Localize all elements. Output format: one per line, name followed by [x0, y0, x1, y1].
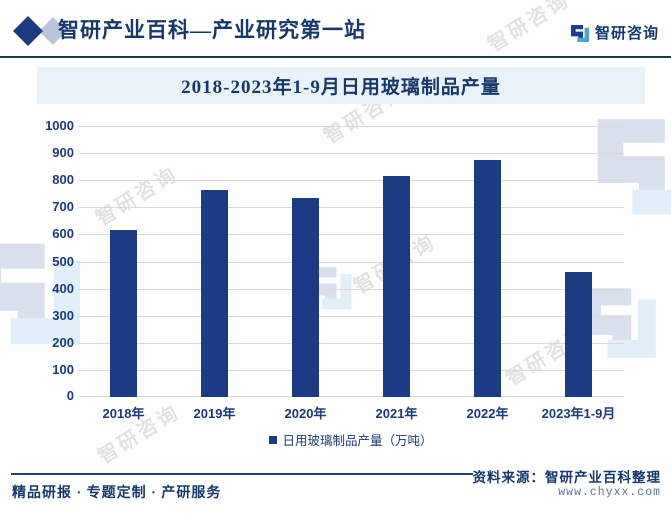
x-tick-label: 2018年	[102, 406, 145, 421]
gridline	[78, 370, 624, 371]
bar-2021年	[383, 176, 410, 397]
legend-label: 日用玻璃制品产量（万吨）	[282, 434, 433, 448]
brand-name: 智研咨询	[594, 26, 659, 42]
y-tick-label: 900	[52, 145, 74, 160]
y-tick-label: 0	[66, 388, 74, 403]
gridline	[78, 126, 624, 127]
y-tick-label: 500	[52, 254, 74, 269]
bar-2019年	[201, 190, 228, 397]
y-tick-label: 200	[52, 335, 74, 350]
gridline	[78, 234, 624, 235]
x-tick-label: 2020年	[284, 406, 327, 421]
x-tick-label: 2019年	[193, 406, 236, 421]
header-title: 智研产业百科—产业研究第一站	[58, 18, 366, 42]
footer-website: www.chyxx.com	[558, 486, 661, 499]
x-tick-label: 2023年1-9月	[541, 406, 616, 421]
y-axis: 0 100 200 300 400 500 600 700 800 900 1000	[0, 118, 74, 403]
footer-services: 精品研报 · 专题定制 · 产研服务	[12, 486, 222, 501]
y-tick-label: 1000	[45, 118, 74, 133]
y-tick-label: 300	[52, 308, 74, 323]
gridline	[78, 343, 624, 344]
gridline	[78, 316, 624, 317]
gridline	[78, 153, 624, 154]
x-axis: 2018年 2019年 2020年 2021年 2022年 2023年1-9月	[78, 403, 624, 421]
y-tick-label: 800	[52, 172, 74, 187]
legend: 日用玻璃制品产量（万吨）	[78, 430, 624, 449]
plot-area	[78, 126, 624, 397]
bar-2022年	[474, 160, 501, 397]
gridline	[78, 207, 624, 208]
gridline	[78, 180, 624, 181]
x-tick-label: 2022年	[466, 406, 509, 421]
legend-swatch	[269, 435, 278, 444]
y-tick-label: 100	[52, 362, 74, 377]
y-tick-label: 400	[52, 281, 74, 296]
footer-source: 资料来源：智研产业百科整理	[472, 470, 661, 485]
diamond-icon	[13, 16, 67, 46]
bar-2020年	[292, 198, 319, 397]
chart-title: 2018-2023年1-9月日用玻璃制品产量	[181, 77, 501, 98]
footer-divider	[11, 473, 473, 475]
header: 智研产业百科—产业研究第一站 智研咨询	[0, 0, 671, 58]
x-tick-label: 2021年	[375, 406, 418, 421]
bar-2023年1-9月	[565, 272, 592, 397]
gridline	[78, 289, 624, 290]
brand: 智研咨询	[570, 22, 659, 43]
gridline	[78, 396, 624, 397]
chart-title-banner: 2018-2023年1-9月日用玻璃制品产量	[37, 67, 645, 104]
gridline	[78, 262, 624, 263]
y-tick-label: 600	[52, 226, 74, 241]
zhiyan-logo-icon	[570, 23, 590, 43]
y-tick-label: 700	[52, 199, 74, 214]
bar-2018年	[110, 230, 137, 397]
